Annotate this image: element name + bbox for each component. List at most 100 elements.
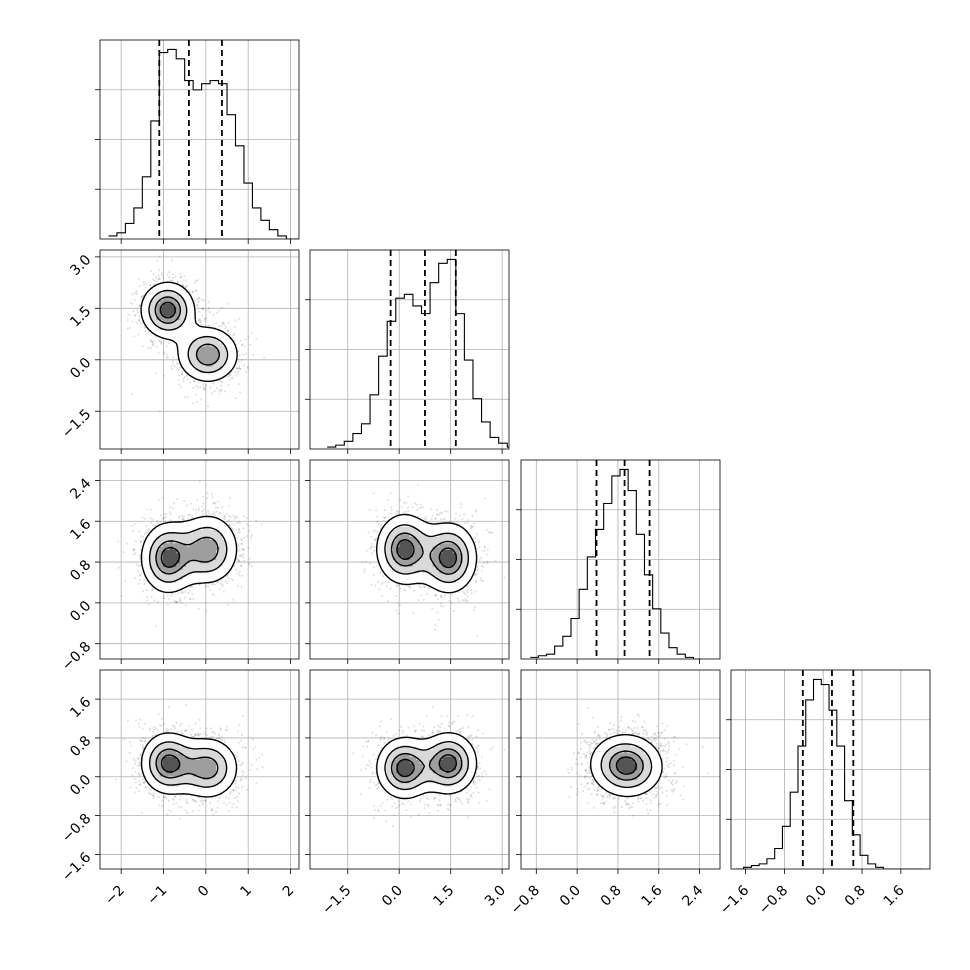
density-bin (219, 372, 224, 377)
density-bin (232, 346, 237, 350)
scatter-point (228, 378, 231, 381)
scatter-point (243, 364, 246, 367)
density-bin (216, 369, 220, 374)
scatter-point (234, 397, 237, 400)
scatter-point (236, 367, 239, 369)
scatter-point (155, 371, 157, 374)
scatter-point (214, 502, 217, 505)
density-bin (179, 289, 184, 294)
density-bin (163, 329, 167, 334)
density-bin (189, 539, 194, 544)
density-bin (166, 313, 171, 317)
density-bin (196, 519, 200, 524)
scatter-point (484, 546, 487, 549)
density-bin (189, 572, 194, 577)
density-bin (209, 352, 214, 357)
scatter-point (232, 334, 235, 337)
density-bin (216, 556, 220, 560)
density-bin (186, 526, 190, 531)
panel-frame (99, 459, 300, 660)
density-bin (169, 336, 174, 340)
density-bin (222, 372, 227, 377)
scatter-point (235, 568, 238, 571)
scatter-point (168, 271, 171, 274)
scatter-point (172, 356, 175, 359)
density-bin (196, 546, 200, 550)
scatter-point (194, 509, 197, 512)
scatter-point (149, 517, 152, 520)
density-bin (179, 572, 184, 577)
scatter-point (163, 353, 166, 355)
density-bin (153, 549, 157, 554)
density-bin (169, 576, 174, 580)
panel-frame (309, 249, 510, 450)
density-bin (146, 539, 151, 544)
scatter-point (137, 564, 140, 567)
density-bin (219, 342, 224, 347)
density-bin (199, 572, 204, 577)
scatter-point (201, 510, 204, 513)
scatter-point (180, 373, 183, 376)
density-bin (192, 556, 197, 560)
density-bin (179, 329, 184, 334)
scatter-point (443, 517, 446, 520)
density-bin (169, 556, 174, 560)
scatter-point (235, 516, 238, 519)
density-bin (159, 549, 164, 554)
density-bin (199, 576, 204, 580)
density-bin (143, 552, 147, 557)
density-bin (189, 366, 194, 370)
scatter-point (434, 624, 437, 627)
density-bin (166, 576, 171, 580)
density-bin (202, 516, 207, 521)
density-bin (216, 532, 220, 537)
scatter-point (208, 512, 210, 515)
density-bin (206, 562, 210, 567)
density-bin (163, 529, 167, 534)
density-bin (179, 536, 184, 540)
density-bin (226, 366, 230, 370)
scatter-point (155, 276, 158, 279)
density-bin (149, 579, 154, 584)
scatter-point (233, 332, 236, 335)
density-bin (226, 532, 230, 537)
density-bin (209, 542, 214, 547)
scatter-point (158, 255, 161, 258)
density-bin (192, 532, 197, 537)
scatter-point (226, 329, 229, 332)
density-bin (206, 529, 210, 534)
density-bin (153, 536, 157, 540)
density-bin (156, 329, 161, 334)
density-bin (192, 529, 197, 534)
density-bin (153, 559, 157, 564)
density-bin (182, 582, 187, 587)
scatter-point (218, 588, 221, 591)
density-bin (226, 359, 230, 364)
scatter-point (241, 555, 243, 558)
density-bin (159, 322, 164, 327)
scatter-point (255, 519, 258, 522)
panel-frame (99, 39, 300, 240)
density-bin (153, 579, 157, 584)
density-bin (226, 559, 230, 564)
scatter-point (237, 350, 240, 353)
scatter-point (139, 540, 142, 543)
density-bin (199, 552, 204, 557)
density-bin (163, 536, 167, 540)
scatter-point (196, 298, 199, 301)
density-bin (222, 369, 227, 374)
panel-frame (520, 459, 721, 660)
scatter-point (464, 522, 466, 525)
scatter-point (161, 496, 164, 499)
scatter-point (147, 347, 150, 350)
scatter-point (450, 601, 453, 604)
scatter-point (178, 515, 181, 518)
scatter-point (466, 521, 468, 524)
density-bin (192, 322, 197, 327)
density-bin (159, 536, 164, 540)
density-bin (206, 572, 210, 577)
density-bin (226, 369, 230, 374)
hist-panel-3 (516, 459, 721, 660)
scatter-point (195, 304, 198, 307)
density-bin (176, 569, 180, 574)
